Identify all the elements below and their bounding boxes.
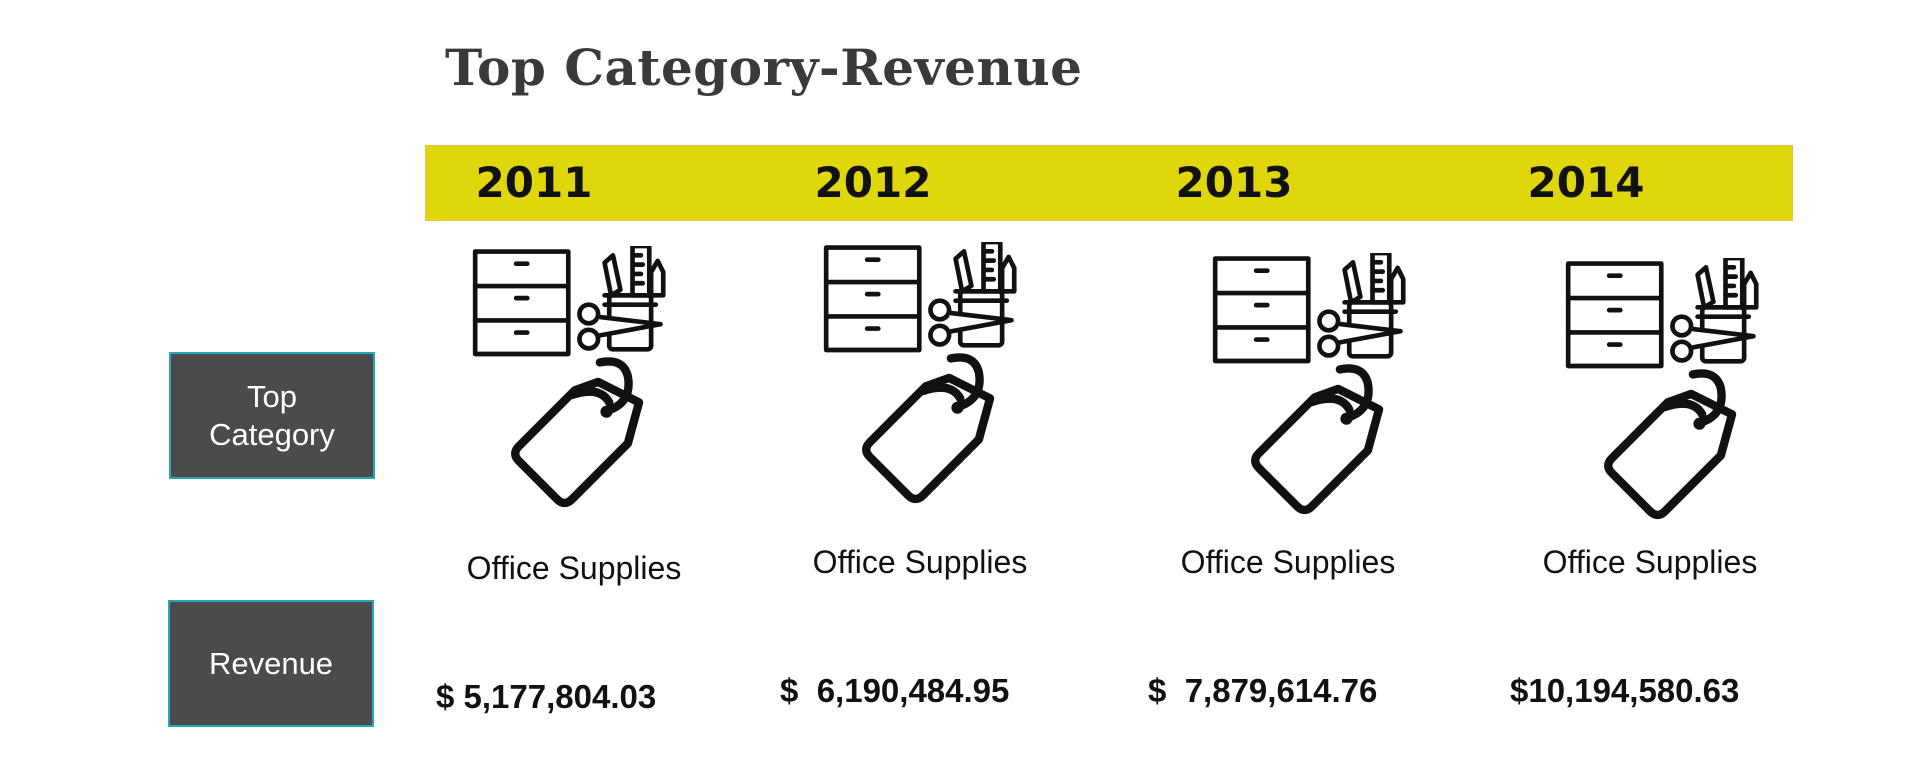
category-2012: Office Supplies (812, 544, 1028, 580)
category-2014: Office Supplies (1542, 544, 1758, 580)
row-label-top-category: Top Category (169, 352, 375, 479)
revenue-2011: $ 5,177,804.03 (436, 678, 657, 715)
office-supplies-icon (1545, 258, 1785, 528)
category-2013: Office Supplies (1180, 544, 1396, 580)
year-2011: 2011 (475, 158, 593, 207)
page-title: Top Category-Revenue (445, 38, 1083, 97)
year-header-band: 2011 2012 2013 2014 (425, 145, 1793, 221)
office-supplies-icon (452, 246, 692, 516)
office-supplies-icon (803, 242, 1043, 512)
revenue-2014: $10,194,580.63 (1510, 672, 1740, 709)
revenue-2013: $ 7,879,614.76 (1148, 672, 1378, 709)
year-2012: 2012 (814, 158, 932, 207)
year-2013: 2013 (1175, 158, 1293, 207)
row-label-revenue: Revenue (168, 600, 374, 727)
office-supplies-icon (1192, 253, 1432, 523)
year-2014: 2014 (1527, 158, 1645, 207)
category-2011: Office Supplies (466, 550, 682, 586)
revenue-2012: $ 6,190,484.95 (780, 672, 1010, 709)
